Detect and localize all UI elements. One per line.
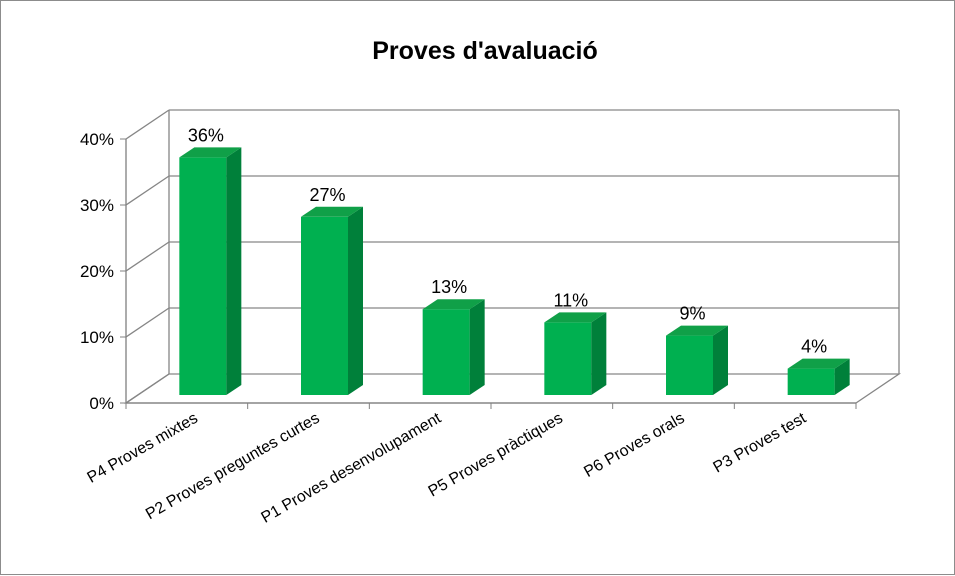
category-label: P4 Proves mixtes	[85, 410, 201, 487]
bar-front	[422, 309, 470, 395]
gridline-side	[125, 241, 170, 272]
bar-top	[666, 325, 728, 336]
chart-floor	[123, 373, 902, 404]
bar-side	[834, 358, 850, 395]
bar	[666, 325, 728, 395]
bar-top	[301, 206, 363, 217]
bar-side	[591, 312, 607, 395]
data-label: 27%	[309, 185, 345, 205]
axes	[120, 138, 857, 409]
bar-top	[787, 358, 850, 369]
bar	[422, 299, 485, 395]
bar-side	[469, 299, 485, 395]
gridline-side	[125, 175, 170, 206]
bar-side	[348, 206, 363, 395]
data-label: 9%	[679, 304, 705, 324]
y-tick-label: 30%	[80, 196, 114, 215]
category-label: P5 Proves pràctiques	[426, 410, 566, 501]
gridline-side	[125, 307, 170, 338]
bar	[787, 358, 850, 395]
y-tick-label: 10%	[80, 328, 114, 347]
y-axis-tick-labels: 0% 10% 20% 30% 40%	[80, 130, 114, 413]
y-tick-label: 0%	[89, 394, 114, 413]
bar-front	[179, 157, 227, 395]
data-label: 11%	[553, 290, 588, 310]
data-label: 36%	[188, 125, 224, 145]
gridlines	[123, 109, 902, 404]
y-tick-label: 40%	[80, 130, 114, 149]
category-label: P3 Proves test	[711, 409, 810, 476]
bar-front	[544, 322, 592, 395]
bar-top	[179, 147, 242, 158]
data-labels: 36% 27% 13% 11% 9% 4%	[188, 125, 827, 356]
chart-title: Proves d'avaluació	[372, 37, 598, 65]
data-label: 4%	[801, 337, 827, 357]
bars	[179, 147, 850, 395]
bar	[179, 147, 242, 395]
bar-side	[713, 325, 728, 395]
data-label: 13%	[431, 277, 467, 297]
bar-front	[666, 335, 713, 395]
bar-side	[226, 147, 242, 395]
bar-front	[301, 216, 348, 395]
y-tick-label: 20%	[80, 262, 114, 281]
gridline-side	[125, 109, 170, 140]
bar-top	[422, 299, 485, 310]
bar	[301, 206, 363, 395]
bar	[544, 312, 607, 395]
category-label: P6 Proves orals	[581, 410, 687, 481]
bar-front	[787, 368, 835, 395]
bar-top	[544, 312, 607, 323]
